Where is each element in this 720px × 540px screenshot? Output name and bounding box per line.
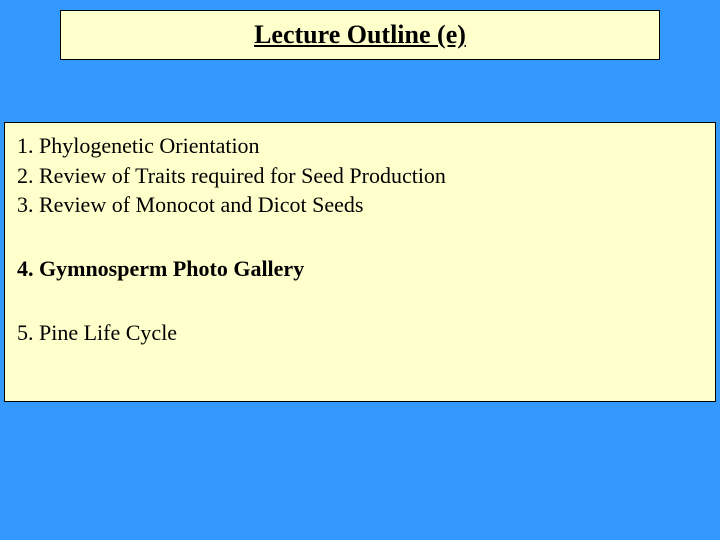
slide-title: Lecture Outline (e) [254,20,466,50]
outline-item-5: 5. Pine Life Cycle [17,318,703,348]
title-box: Lecture Outline (e) [60,10,660,60]
outline-item-4: 4. Gymnosperm Photo Gallery [17,254,703,284]
outline-box: 1. Phylogenetic Orientation 2. Review of… [4,122,716,402]
outline-item-3: 3. Review of Monocot and Dicot Seeds [17,190,703,220]
outline-item-1: 1. Phylogenetic Orientation [17,131,703,161]
outline-group-2: 4. Gymnosperm Photo Gallery [17,254,703,284]
outline-group-3: 5. Pine Life Cycle [17,318,703,348]
outline-item-2: 2. Review of Traits required for Seed Pr… [17,161,703,191]
outline-group-1: 1. Phylogenetic Orientation 2. Review of… [17,131,703,220]
